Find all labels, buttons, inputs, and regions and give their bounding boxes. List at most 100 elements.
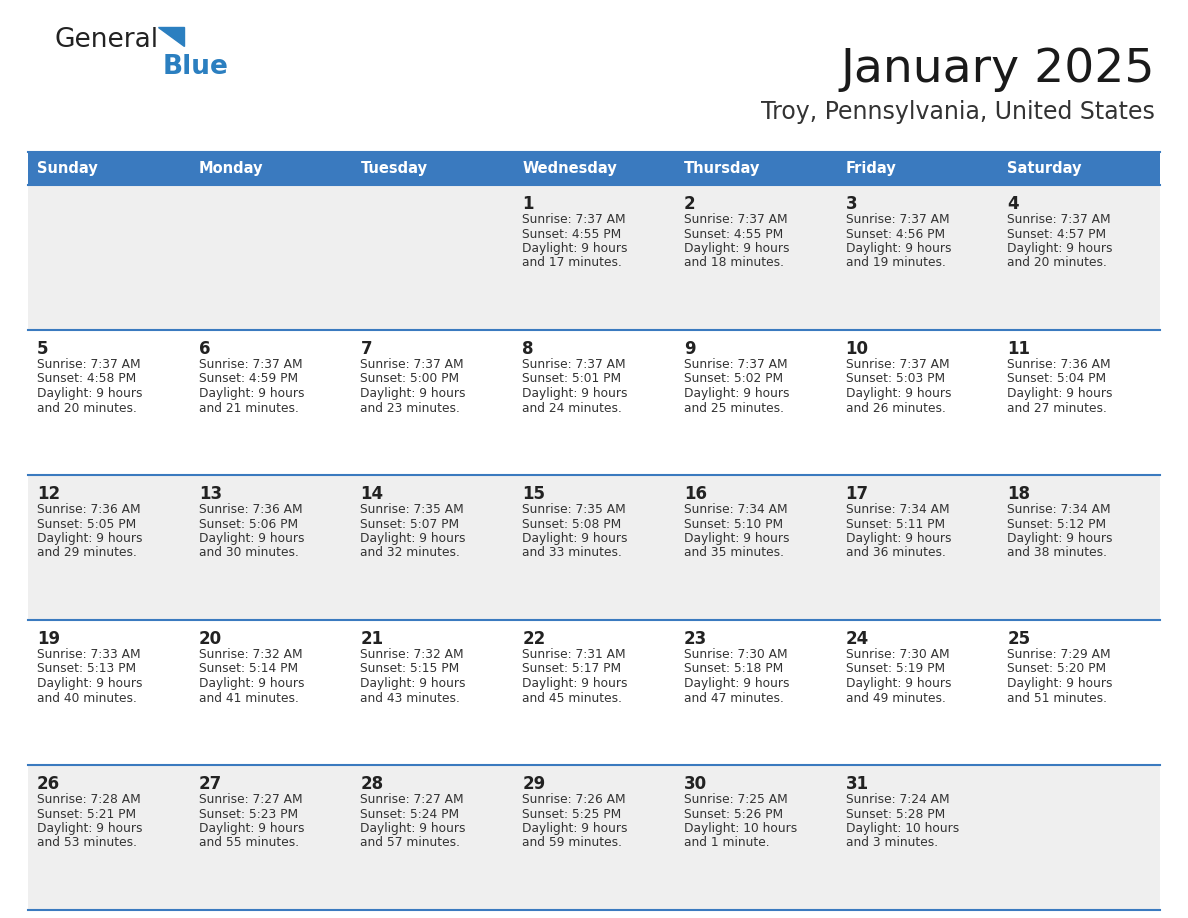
Text: Daylight: 9 hours: Daylight: 9 hours (523, 532, 627, 545)
Text: Sunrise: 7:37 AM: Sunrise: 7:37 AM (846, 358, 949, 371)
Text: Sunset: 5:21 PM: Sunset: 5:21 PM (37, 808, 137, 821)
Text: Sunrise: 7:26 AM: Sunrise: 7:26 AM (523, 793, 626, 806)
Text: Sunset: 5:25 PM: Sunset: 5:25 PM (523, 808, 621, 821)
Text: 15: 15 (523, 485, 545, 503)
Text: 3: 3 (846, 195, 858, 213)
Text: Sunrise: 7:29 AM: Sunrise: 7:29 AM (1007, 648, 1111, 661)
Text: Sunset: 5:26 PM: Sunset: 5:26 PM (684, 808, 783, 821)
Text: Daylight: 9 hours: Daylight: 9 hours (198, 387, 304, 400)
Text: Daylight: 9 hours: Daylight: 9 hours (846, 532, 952, 545)
Text: Tuesday: Tuesday (360, 161, 428, 176)
Text: Sunset: 4:59 PM: Sunset: 4:59 PM (198, 373, 298, 386)
Text: Sunset: 5:06 PM: Sunset: 5:06 PM (198, 518, 298, 531)
Text: Daylight: 9 hours: Daylight: 9 hours (846, 387, 952, 400)
Text: Daylight: 9 hours: Daylight: 9 hours (360, 677, 466, 690)
Text: 9: 9 (684, 340, 695, 358)
Bar (675, 152, 836, 185)
Text: Sunrise: 7:25 AM: Sunrise: 7:25 AM (684, 793, 788, 806)
Text: Sunset: 5:07 PM: Sunset: 5:07 PM (360, 518, 460, 531)
Text: Sunrise: 7:30 AM: Sunrise: 7:30 AM (846, 648, 949, 661)
Text: 17: 17 (846, 485, 868, 503)
Text: and 53 minutes.: and 53 minutes. (37, 836, 137, 849)
Text: Sunday: Sunday (37, 161, 97, 176)
Text: Daylight: 9 hours: Daylight: 9 hours (846, 242, 952, 255)
Text: and 26 minutes.: and 26 minutes. (846, 401, 946, 415)
Text: Sunset: 5:14 PM: Sunset: 5:14 PM (198, 663, 298, 676)
Text: Sunset: 4:55 PM: Sunset: 4:55 PM (684, 228, 783, 241)
Text: and 45 minutes.: and 45 minutes. (523, 691, 623, 704)
Text: 8: 8 (523, 340, 533, 358)
Text: Daylight: 9 hours: Daylight: 9 hours (198, 532, 304, 545)
Text: and 27 minutes.: and 27 minutes. (1007, 401, 1107, 415)
Bar (29, 475, 1159, 620)
Text: 19: 19 (37, 630, 61, 648)
Text: and 17 minutes.: and 17 minutes. (523, 256, 623, 270)
Text: and 55 minutes.: and 55 minutes. (198, 836, 299, 849)
Text: Daylight: 9 hours: Daylight: 9 hours (37, 677, 143, 690)
Text: 13: 13 (198, 485, 222, 503)
Text: Daylight: 9 hours: Daylight: 9 hours (1007, 677, 1113, 690)
Text: and 18 minutes.: and 18 minutes. (684, 256, 784, 270)
Text: Sunrise: 7:37 AM: Sunrise: 7:37 AM (523, 358, 626, 371)
Text: Sunrise: 7:36 AM: Sunrise: 7:36 AM (198, 503, 302, 516)
Text: Sunrise: 7:35 AM: Sunrise: 7:35 AM (523, 503, 626, 516)
Text: Sunset: 5:20 PM: Sunset: 5:20 PM (1007, 663, 1106, 676)
Text: and 29 minutes.: and 29 minutes. (37, 546, 137, 559)
Text: January 2025: January 2025 (840, 48, 1155, 93)
Text: Sunset: 5:05 PM: Sunset: 5:05 PM (37, 518, 137, 531)
Text: 29: 29 (523, 775, 545, 793)
Text: 16: 16 (684, 485, 707, 503)
Text: 14: 14 (360, 485, 384, 503)
Bar (29, 765, 1159, 910)
Text: 21: 21 (360, 630, 384, 648)
Text: and 1 minute.: and 1 minute. (684, 836, 770, 849)
Text: Daylight: 9 hours: Daylight: 9 hours (360, 822, 466, 835)
Text: Thursday: Thursday (684, 161, 760, 176)
Text: Sunrise: 7:37 AM: Sunrise: 7:37 AM (360, 358, 465, 371)
Bar (513, 152, 675, 185)
Text: Monday: Monday (198, 161, 264, 176)
Text: 10: 10 (846, 340, 868, 358)
Text: 26: 26 (37, 775, 61, 793)
Text: 4: 4 (1007, 195, 1019, 213)
Bar (352, 152, 513, 185)
Text: Sunrise: 7:33 AM: Sunrise: 7:33 AM (37, 648, 140, 661)
Text: and 23 minutes.: and 23 minutes. (360, 401, 460, 415)
Text: and 40 minutes.: and 40 minutes. (37, 691, 137, 704)
Text: Friday: Friday (846, 161, 896, 176)
Bar (29, 185, 1159, 330)
Text: Sunset: 5:03 PM: Sunset: 5:03 PM (846, 373, 944, 386)
Text: 24: 24 (846, 630, 868, 648)
Text: and 36 minutes.: and 36 minutes. (846, 546, 946, 559)
Text: Sunrise: 7:36 AM: Sunrise: 7:36 AM (1007, 358, 1111, 371)
Text: Daylight: 10 hours: Daylight: 10 hours (846, 822, 959, 835)
Text: and 47 minutes.: and 47 minutes. (684, 691, 784, 704)
Text: 22: 22 (523, 630, 545, 648)
Text: and 24 minutes.: and 24 minutes. (523, 401, 623, 415)
Text: Daylight: 9 hours: Daylight: 9 hours (198, 822, 304, 835)
Text: Daylight: 9 hours: Daylight: 9 hours (198, 677, 304, 690)
Text: Daylight: 9 hours: Daylight: 9 hours (360, 532, 466, 545)
Text: Daylight: 9 hours: Daylight: 9 hours (1007, 532, 1113, 545)
Text: 30: 30 (684, 775, 707, 793)
Bar (836, 152, 998, 185)
Polygon shape (158, 27, 184, 46)
Text: General: General (55, 27, 159, 53)
Text: Sunrise: 7:24 AM: Sunrise: 7:24 AM (846, 793, 949, 806)
Text: and 25 minutes.: and 25 minutes. (684, 401, 784, 415)
Text: and 21 minutes.: and 21 minutes. (198, 401, 298, 415)
Text: 7: 7 (360, 340, 372, 358)
Text: Daylight: 9 hours: Daylight: 9 hours (523, 242, 627, 255)
Text: Sunrise: 7:37 AM: Sunrise: 7:37 AM (1007, 213, 1111, 226)
Text: and 32 minutes.: and 32 minutes. (360, 546, 460, 559)
Text: 2: 2 (684, 195, 695, 213)
Text: 23: 23 (684, 630, 707, 648)
Text: Sunset: 5:23 PM: Sunset: 5:23 PM (198, 808, 298, 821)
Text: and 33 minutes.: and 33 minutes. (523, 546, 623, 559)
Text: Sunset: 5:15 PM: Sunset: 5:15 PM (360, 663, 460, 676)
Text: Sunset: 5:04 PM: Sunset: 5:04 PM (1007, 373, 1106, 386)
Text: Sunset: 5:00 PM: Sunset: 5:00 PM (360, 373, 460, 386)
Text: Sunrise: 7:28 AM: Sunrise: 7:28 AM (37, 793, 140, 806)
Text: Saturday: Saturday (1007, 161, 1082, 176)
Text: Sunrise: 7:27 AM: Sunrise: 7:27 AM (360, 793, 465, 806)
